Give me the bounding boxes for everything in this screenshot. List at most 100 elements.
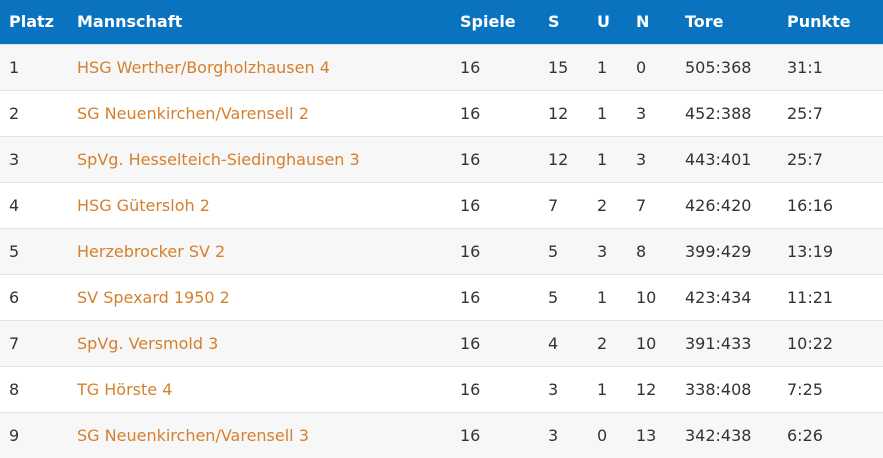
table-row: 2 SG Neuenkirchen/Varensell 2 16 12 1 3 … [0,90,883,136]
cell-punkte: 11:21 [787,287,834,307]
cell-punkte: 16:16 [787,195,834,215]
cell-platz: 4 [9,195,20,215]
cell-tore: 399:429 [685,241,752,261]
cell-platz: 6 [9,287,20,307]
table-row: 1 HSG Werther/Borgholzhausen 4 16 15 1 0… [0,44,883,90]
cell-tore: 452:388 [685,103,752,123]
cell-tore: 443:401 [685,149,752,169]
cell-s: 12 [548,149,569,169]
cell-mannschaft: TG Hörste 4 [77,366,460,412]
cell-tore: 423:434 [685,287,752,307]
cell-mannschaft: SV Spexard 1950 2 [77,274,460,320]
header-platz: Platz [9,12,54,32]
team-link[interactable]: SG Neuenkirchen/Varensell 2 [77,103,309,123]
cell-punkte: 31:1 [787,57,823,77]
cell-mannschaft: SG Neuenkirchen/Varensell 2 [77,90,460,136]
header-u: U [597,12,610,32]
cell-u: 2 [597,333,608,353]
header-punkte: Punkte [787,12,851,32]
team-link[interactable]: Herzebrocker SV 2 [77,241,226,261]
cell-s: 5 [548,287,559,307]
cell-tore: 391:433 [685,333,752,353]
header-s: S [548,12,560,32]
cell-n: 12 [636,379,657,399]
cell-s: 3 [548,425,559,445]
cell-platz: 3 [9,149,20,169]
cell-punkte: 10:22 [787,333,834,353]
cell-tore: 342:438 [685,425,752,445]
table-row: 5 Herzebrocker SV 2 16 5 3 8 399:429 13:… [0,228,883,274]
cell-n: 10 [636,333,657,353]
cell-mannschaft: SpVg. Hesselteich-Siedinghausen 3 [77,136,460,182]
cell-punkte: 13:19 [787,241,834,261]
cell-mannschaft: SpVg. Versmold 3 [77,320,460,366]
cell-n: 3 [636,103,647,123]
team-link[interactable]: TG Hörste 4 [77,379,173,399]
team-link[interactable]: SG Neuenkirchen/Varensell 3 [77,425,309,445]
table-header: Platz Mannschaft Spiele S U N Tore Punkt… [0,0,883,44]
cell-punkte: 25:7 [787,103,823,123]
header-mannschaft: Mannschaft [77,12,183,32]
cell-n: 0 [636,57,647,77]
cell-u: 1 [597,287,608,307]
table-row: 6 SV Spexard 1950 2 16 5 1 10 423:434 11… [0,274,883,320]
table-row: 3 SpVg. Hesselteich-Siedinghausen 3 16 1… [0,136,883,182]
cell-mannschaft: SG Neuenkirchen/Varensell 3 [77,412,460,458]
cell-spiele: 16 [460,57,481,77]
cell-n: 10 [636,287,657,307]
table-row: 4 HSG Gütersloh 2 16 7 2 7 426:420 16:16 [0,182,883,228]
header-row: Platz Mannschaft Spiele S U N Tore Punkt… [0,0,883,44]
cell-u: 0 [597,425,608,445]
cell-n: 8 [636,241,647,261]
cell-tore: 426:420 [685,195,752,215]
cell-spiele: 16 [460,287,481,307]
cell-n: 7 [636,195,647,215]
cell-platz: 7 [9,333,20,353]
cell-u: 1 [597,57,608,77]
cell-platz: 9 [9,425,20,445]
cell-s: 3 [548,379,559,399]
cell-n: 3 [636,149,647,169]
team-link[interactable]: HSG Gütersloh 2 [77,195,210,215]
cell-spiele: 16 [460,149,481,169]
table-row: 7 SpVg. Versmold 3 16 4 2 10 391:433 10:… [0,320,883,366]
header-n: N [636,12,650,32]
cell-u: 1 [597,379,608,399]
cell-platz: 5 [9,241,20,261]
cell-u: 1 [597,103,608,123]
cell-spiele: 16 [460,333,481,353]
cell-tore: 505:368 [685,57,752,77]
cell-s: 4 [548,333,559,353]
cell-u: 1 [597,149,608,169]
cell-n: 13 [636,425,657,445]
cell-s: 7 [548,195,559,215]
cell-spiele: 16 [460,379,481,399]
cell-platz: 1 [9,57,20,77]
team-link[interactable]: SpVg. Hesselteich-Siedinghausen 3 [77,149,360,169]
table-body: 1 HSG Werther/Borgholzhausen 4 16 15 1 0… [0,44,883,458]
cell-s: 12 [548,103,569,123]
cell-mannschaft: HSG Gütersloh 2 [77,182,460,228]
cell-mannschaft: HSG Werther/Borgholzhausen 4 [77,44,460,90]
table-row: 8 TG Hörste 4 16 3 1 12 338:408 7:25 [0,366,883,412]
cell-punkte: 7:25 [787,379,823,399]
header-spiele: Spiele [460,12,516,32]
cell-s: 15 [548,57,569,77]
cell-mannschaft: Herzebrocker SV 2 [77,228,460,274]
header-tore: Tore [685,12,724,32]
cell-platz: 8 [9,379,20,399]
cell-punkte: 6:26 [787,425,823,445]
cell-platz: 2 [9,103,20,123]
cell-spiele: 16 [460,241,481,261]
cell-u: 2 [597,195,608,215]
team-link[interactable]: SpVg. Versmold 3 [77,333,219,353]
cell-spiele: 16 [460,103,481,123]
table-row: 9 SG Neuenkirchen/Varensell 3 16 3 0 13 … [0,412,883,458]
cell-spiele: 16 [460,195,481,215]
team-link[interactable]: SV Spexard 1950 2 [77,287,230,307]
team-link[interactable]: HSG Werther/Borgholzhausen 4 [77,57,330,77]
cell-s: 5 [548,241,559,261]
cell-u: 3 [597,241,608,261]
cell-punkte: 25:7 [787,149,823,169]
